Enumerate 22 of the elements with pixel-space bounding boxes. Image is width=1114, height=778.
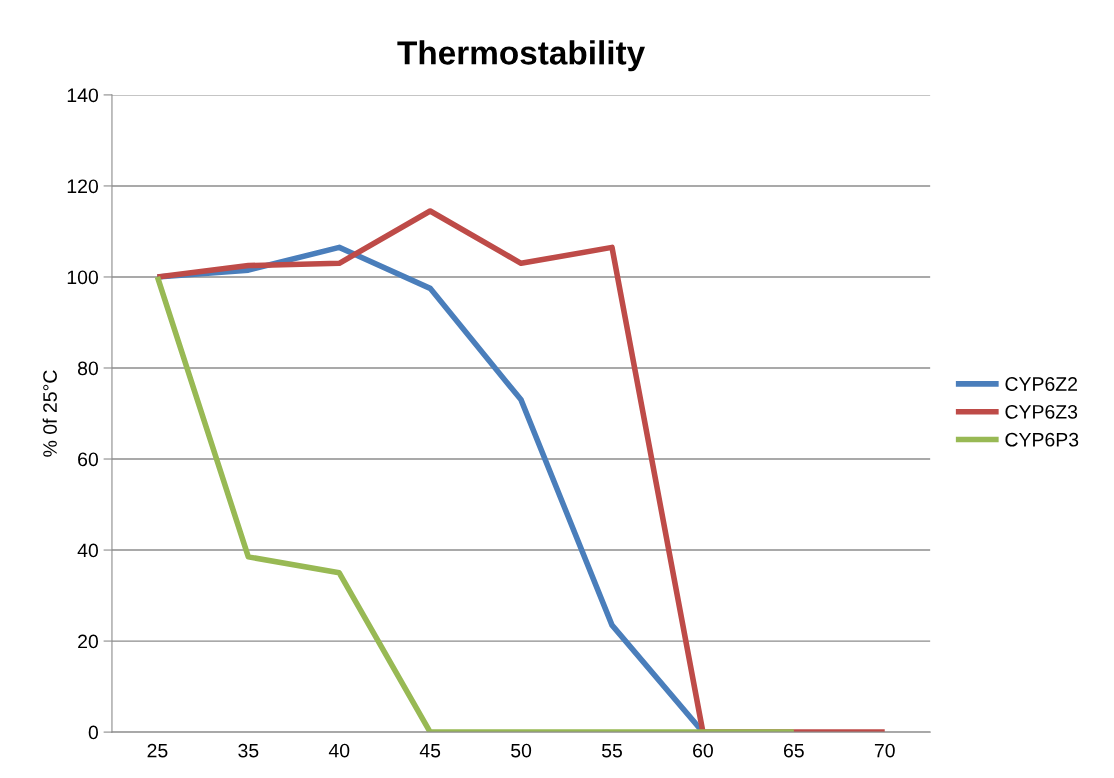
y-axis-title: % 0f 25°C	[42, 370, 57, 457]
y-tick-label: 60	[78, 452, 98, 467]
legend-label: CYP6Z3	[1005, 404, 1078, 419]
x-tick-label: 50	[511, 743, 532, 758]
y-tick-label: 120	[67, 179, 99, 194]
x-tick-label: 55	[601, 743, 622, 758]
x-tick-label: 40	[328, 743, 350, 758]
y-tick-label: 100	[67, 270, 99, 285]
chart-title: Thermostability	[397, 40, 645, 72]
y-tick-label: 40	[77, 543, 98, 558]
x-tick-label: 45	[419, 743, 441, 758]
x-tick-label: 60	[693, 743, 713, 758]
legend-label: CYP6Z2	[1005, 377, 1077, 391]
x-tick-label: 25	[147, 743, 168, 758]
y-tick-label: 80	[77, 361, 98, 376]
legend-label: CYP6P3	[1005, 432, 1079, 447]
y-tick-label: 140	[67, 88, 99, 103]
x-tick-label: 65	[783, 743, 804, 758]
x-tick-label: 70	[874, 743, 895, 758]
y-tick-label: 0	[88, 725, 98, 740]
y-tick-label: 20	[78, 634, 98, 649]
x-tick-label: 35	[238, 743, 259, 758]
